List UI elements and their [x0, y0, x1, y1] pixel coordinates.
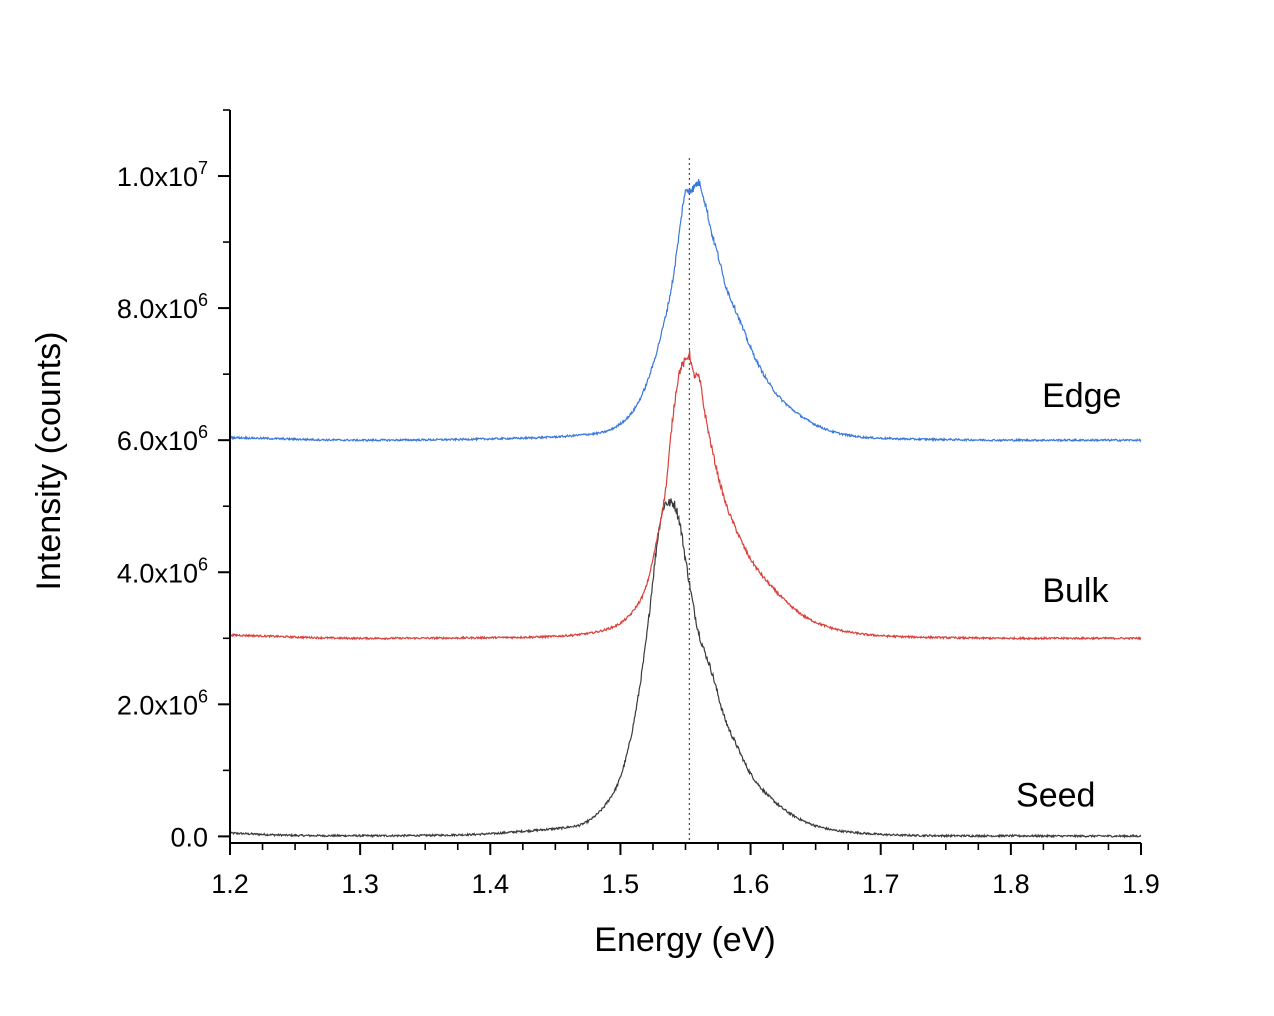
x-tick-label: 1.6 — [732, 869, 770, 899]
series-line-edge — [229, 178, 1142, 443]
y-axis-title: Intensity (counts) — [30, 332, 68, 591]
y-tick-label: 4.0x106 — [117, 554, 208, 588]
x-axis-title: Energy (eV) — [594, 921, 775, 959]
series-label-seed: Seed — [1016, 777, 1095, 815]
series-label-bulk: Bulk — [1042, 572, 1109, 610]
y-tick-label: 1.0x107 — [117, 158, 208, 192]
x-tick-label: 1.4 — [472, 869, 510, 899]
x-tick-label: 1.9 — [1122, 869, 1160, 899]
y-tick-label: 2.0x106 — [117, 686, 208, 720]
plot-area: Edge Bulk Seed — [229, 158, 1142, 843]
y-tick-label: 0.0 — [170, 822, 208, 852]
series-line-bulk — [229, 350, 1142, 641]
series-label-edge: Edge — [1042, 377, 1121, 415]
x-tick-label: 1.3 — [341, 869, 379, 899]
x-tick-label: 1.2 — [211, 869, 249, 899]
x-tick-label: 1.8 — [992, 869, 1030, 899]
series-line-seed — [229, 498, 1142, 839]
y-tick-label: 8.0x106 — [117, 290, 208, 324]
y-tick-label: 6.0x106 — [117, 422, 208, 456]
x-tick-label: 1.7 — [862, 869, 900, 899]
x-tick-label: 1.5 — [602, 869, 640, 899]
axes: 1.2 1.3 1.4 1.5 1.6 1.7 1.8 1.9 0.0 2.0x106 4.0x10… — [117, 109, 1160, 899]
